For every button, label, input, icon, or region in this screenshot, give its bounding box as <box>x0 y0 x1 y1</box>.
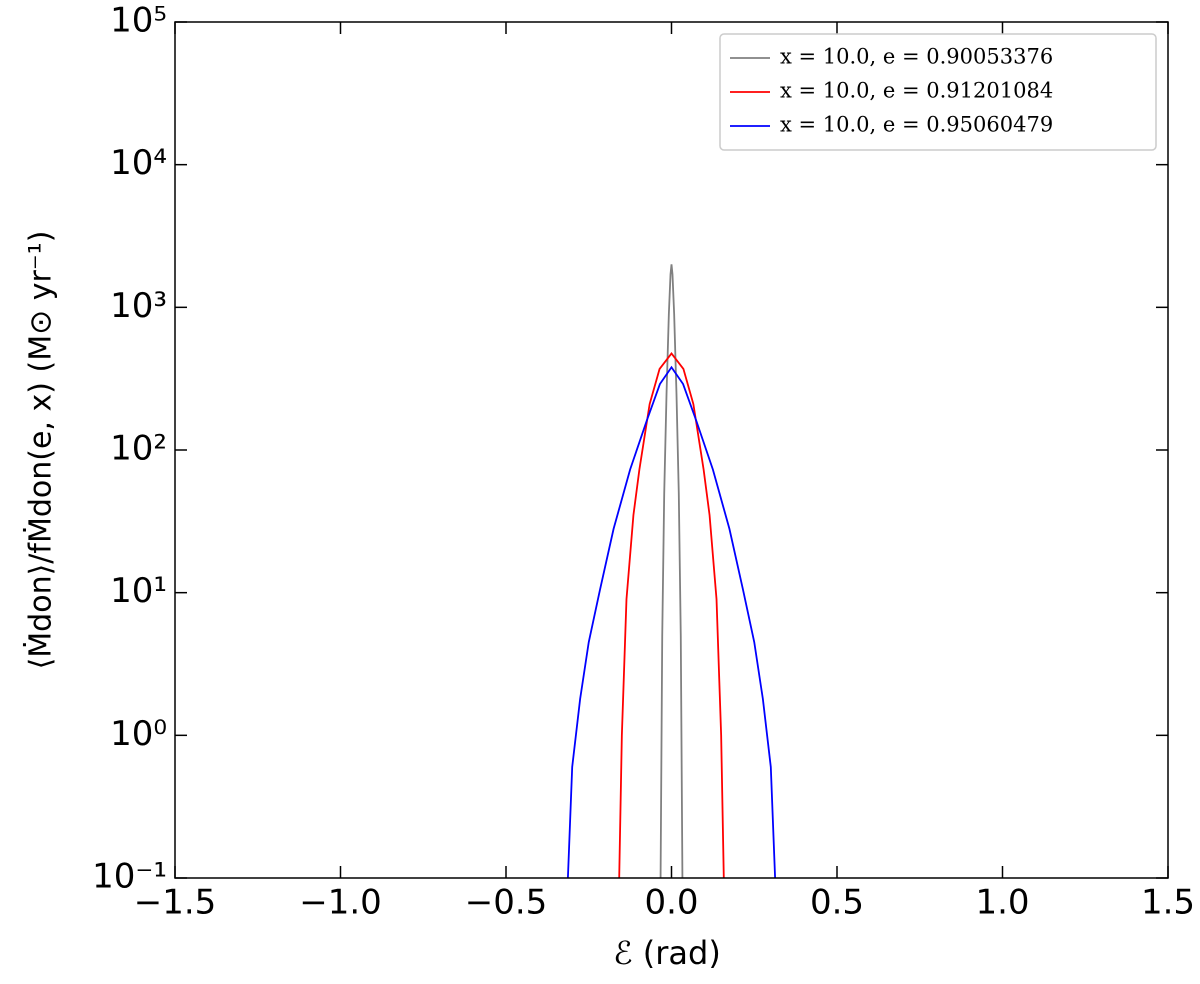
x-tick-label: −1.5 <box>134 883 217 923</box>
x-tick-label: −0.5 <box>465 883 548 923</box>
y-axis-label: ⟨Ṁdon⟩/fṀdon(e, x) (M⊙ yr⁻¹) <box>23 231 59 670</box>
x-axis-label: ℰ (rad) <box>613 934 721 972</box>
y-tick-label: 10⁻¹ <box>92 857 167 897</box>
x-tick-label: 0.0 <box>644 883 698 923</box>
y-tick-label: 10² <box>110 429 167 469</box>
legend-label: x = 10.0, e = 0.95060479 <box>780 113 1053 137</box>
y-tick-label: 10⁴ <box>110 143 167 183</box>
data-line <box>659 264 684 879</box>
legend-label: x = 10.0, e = 0.90053376 <box>780 45 1053 69</box>
y-tick-label: 10³ <box>110 286 167 326</box>
legend-box <box>719 33 1157 151</box>
y-tick-label: 10⁵ <box>110 1 167 41</box>
y-tick-label: 10¹ <box>110 571 167 611</box>
x-tick-label: 1.0 <box>975 883 1029 923</box>
data-line <box>567 365 776 879</box>
x-tick-label: 1.5 <box>1141 883 1195 923</box>
y-tick-label: 10⁰ <box>110 714 167 754</box>
legend-label: x = 10.0, e = 0.91201084 <box>780 79 1053 103</box>
x-tick-label: −1.0 <box>299 883 382 923</box>
data-line <box>618 351 725 879</box>
x-tick-label: 0.5 <box>810 883 864 923</box>
